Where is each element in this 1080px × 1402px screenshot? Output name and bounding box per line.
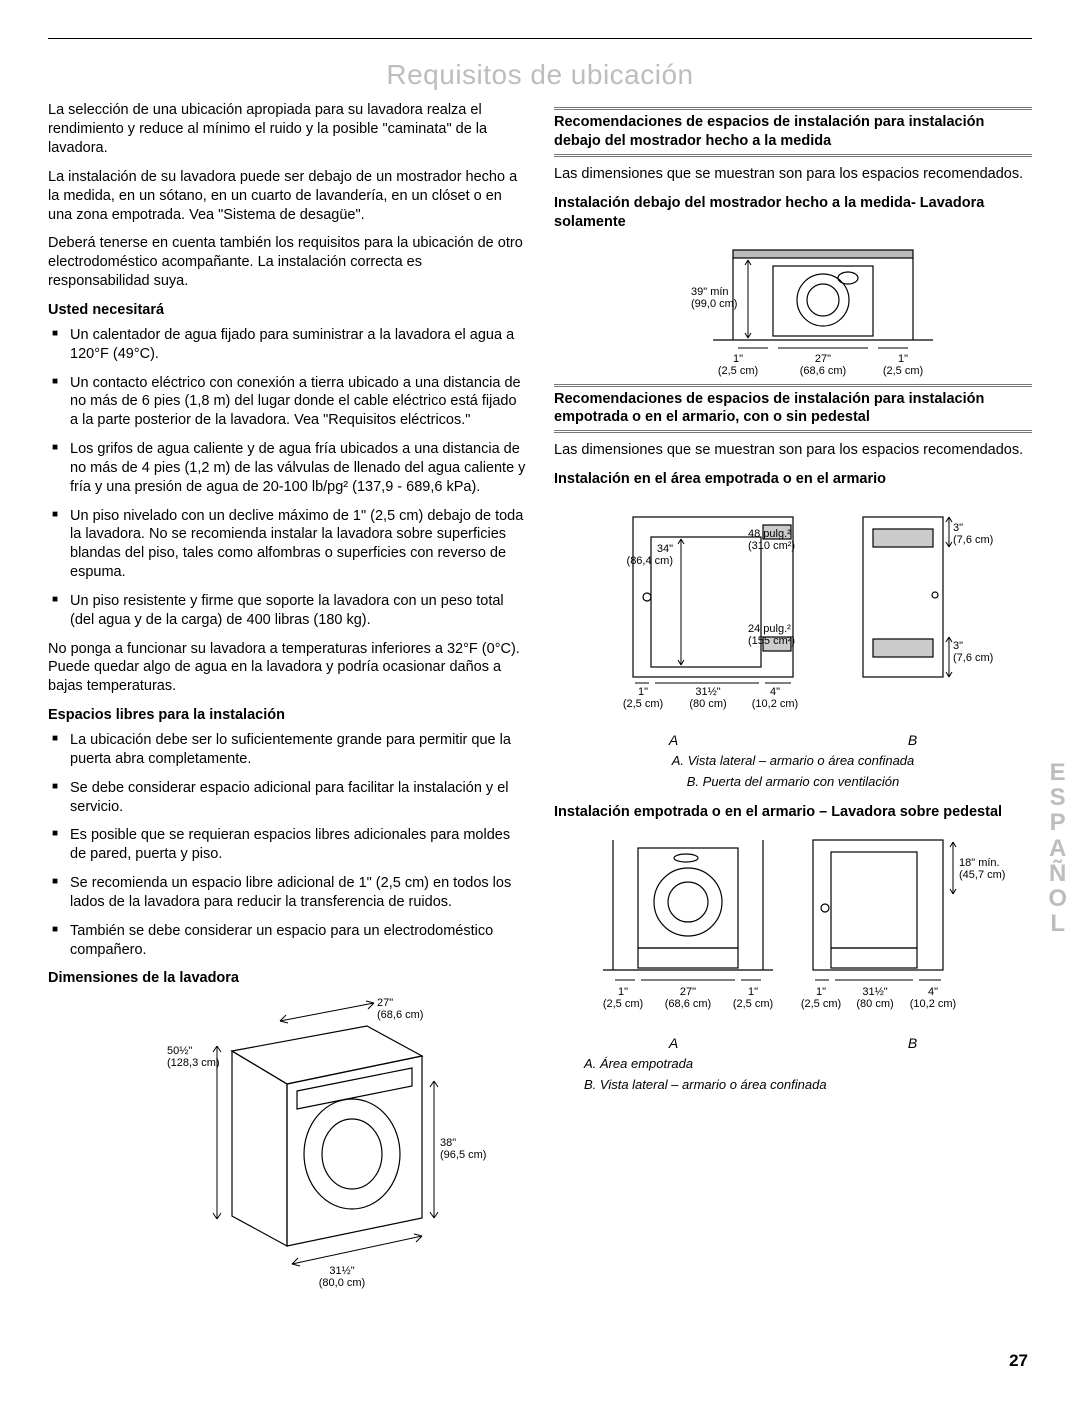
r-p1: Las dimensiones que se muestran son para… [554, 165, 1032, 184]
svg-text:3"(7,6 cm): 3"(7,6 cm) [953, 522, 993, 546]
cap3a: A. Área empotrada [554, 1056, 1032, 1073]
section-bar-2-text: Recomendaciones de espacios de instalaci… [554, 391, 984, 426]
list-item: Se debe considerar espacio adicional par… [48, 779, 526, 817]
svg-text:1"(2,5 cm): 1"(2,5 cm) [623, 686, 663, 710]
col-left: La selección de una ubicación apropiada … [48, 101, 526, 1310]
cap3b: B. Vista lateral – armario o área confin… [554, 1077, 1032, 1094]
col-right: Recomendaciones de espacios de instalaci… [554, 101, 1032, 1310]
list-item: Se recomienda un espacio libre adicional… [48, 874, 526, 912]
r-p2: Las dimensiones que se muestran son para… [554, 441, 1032, 460]
svg-text:31½"(80,0 cm): 31½"(80,0 cm) [319, 1265, 365, 1289]
intro-p2: La instalación de su lavadora puede ser … [48, 168, 526, 225]
label-b: B [908, 731, 917, 749]
svg-text:3"(7,6 cm): 3"(7,6 cm) [953, 640, 993, 664]
r-sub3: Instalación empotrada o en el armario – … [554, 803, 1032, 822]
page-title: Requisitos de ubicación [48, 57, 1032, 93]
svg-text:27"(68,6 cm): 27"(68,6 cm) [665, 986, 711, 1010]
section-bar-1-text: Recomendaciones de espacios de instalaci… [554, 114, 984, 149]
pedestal-diagram: 18" mín.(45,7 cm) 1"(2,5 cm) 27"(68,6 cm… [554, 830, 1032, 1020]
svg-text:24 pulg.²(155 cm²): 24 pulg.²(155 cm²) [748, 623, 795, 647]
svg-text:1"(2,5 cm): 1"(2,5 cm) [733, 986, 773, 1010]
label-b: B [908, 1034, 917, 1052]
r-sub2: Instalación en el área empotrada o en el… [554, 470, 1032, 489]
two-columns: La selección de una ubicación apropiada … [48, 101, 1032, 1310]
cap2b: B. Puerta del armario con ventilación [554, 774, 1032, 791]
svg-text:18" mín.(45,7 cm): 18" mín.(45,7 cm) [959, 857, 1005, 881]
svg-text:38"(96,5 cm): 38"(96,5 cm) [440, 1137, 486, 1161]
list-item: Un piso resistente y firme que soporte l… [48, 592, 526, 630]
list-item: Los grifos de agua caliente y de agua fr… [48, 440, 526, 497]
svg-text:1"(2,5 cm): 1"(2,5 cm) [801, 986, 841, 1010]
svg-text:1"(2,5 cm): 1"(2,5 cm) [718, 353, 758, 377]
svg-text:1"(2,5 cm): 1"(2,5 cm) [603, 986, 643, 1010]
clearance-list: La ubicación debe ser lo suficientemente… [48, 731, 526, 959]
r-sub1: Instalación debajo del mostrador hecho a… [554, 194, 1032, 232]
intro-p1: La selección de una ubicación apropiada … [48, 101, 526, 158]
ab-row-2: A B [554, 1034, 1032, 1052]
section-bar-2: Recomendaciones de espacios de instalaci… [554, 384, 1032, 434]
temp-warning: No ponga a funcionar su lavadora a tempe… [48, 640, 526, 697]
svg-text:39" mín(99,0 cm): 39" mín(99,0 cm) [691, 286, 737, 310]
list-item: También se debe considerar un espacio pa… [48, 922, 526, 960]
need-heading: Usted necesitará [48, 301, 526, 320]
list-item: Es posible que se requieran espacios lib… [48, 826, 526, 864]
undercounter-diagram: 39" mín(99,0 cm) 1"(2,5 cm) 27"(68,6 cm)… [554, 240, 1032, 370]
svg-text:48 pulg.²(310 cm²): 48 pulg.²(310 cm²) [748, 528, 795, 552]
svg-text:27"(68,6 cm): 27"(68,6 cm) [377, 997, 423, 1021]
dim-heading: Dimensiones de la lavadora [48, 969, 526, 988]
label-a: A [669, 731, 678, 749]
svg-text:4"(10,2 cm): 4"(10,2 cm) [752, 686, 798, 710]
list-item: Un piso nivelado con un declive máximo d… [48, 507, 526, 582]
label-a: A [669, 1034, 678, 1052]
section-bar-1: Recomendaciones de espacios de instalaci… [554, 107, 1032, 157]
list-item: La ubicación debe ser lo suficientemente… [48, 731, 526, 769]
svg-text:27"(68,6 cm): 27"(68,6 cm) [800, 353, 846, 377]
list-item: Un contacto eléctrico con conexión a tie… [48, 374, 526, 431]
closet-diagram: 34"(86,4 cm) 48 pulg.²(310 cm²) 24 pulg.… [554, 497, 1032, 717]
cap2a: A. Vista lateral – armario o área confin… [554, 753, 1032, 770]
need-list: Un calentador de agua fijado para sumini… [48, 326, 526, 630]
washer-dim-diagram: 27"(68,6 cm) 50½"(128,3 cm) 38"(96,5 cm) [48, 996, 526, 1296]
list-item: Un calentador de agua fijado para sumini… [48, 326, 526, 364]
clearance-heading: Espacios libres para la instalación [48, 706, 526, 725]
svg-text:50½"(128,3 cm): 50½"(128,3 cm) [167, 1045, 220, 1069]
intro-p3: Deberá tenerse en cuenta también los req… [48, 234, 526, 291]
language-tab: ESPAÑOL [1048, 760, 1072, 936]
svg-text:4"(10,2 cm): 4"(10,2 cm) [910, 986, 956, 1010]
svg-text:31½"(80 cm): 31½"(80 cm) [689, 686, 726, 710]
svg-text:31½"(80 cm): 31½"(80 cm) [856, 986, 893, 1010]
svg-text:1"(2,5 cm): 1"(2,5 cm) [883, 353, 923, 377]
page-number: 27 [1009, 1350, 1028, 1372]
rule-top [48, 38, 1032, 39]
ab-row-1: A B [554, 731, 1032, 749]
